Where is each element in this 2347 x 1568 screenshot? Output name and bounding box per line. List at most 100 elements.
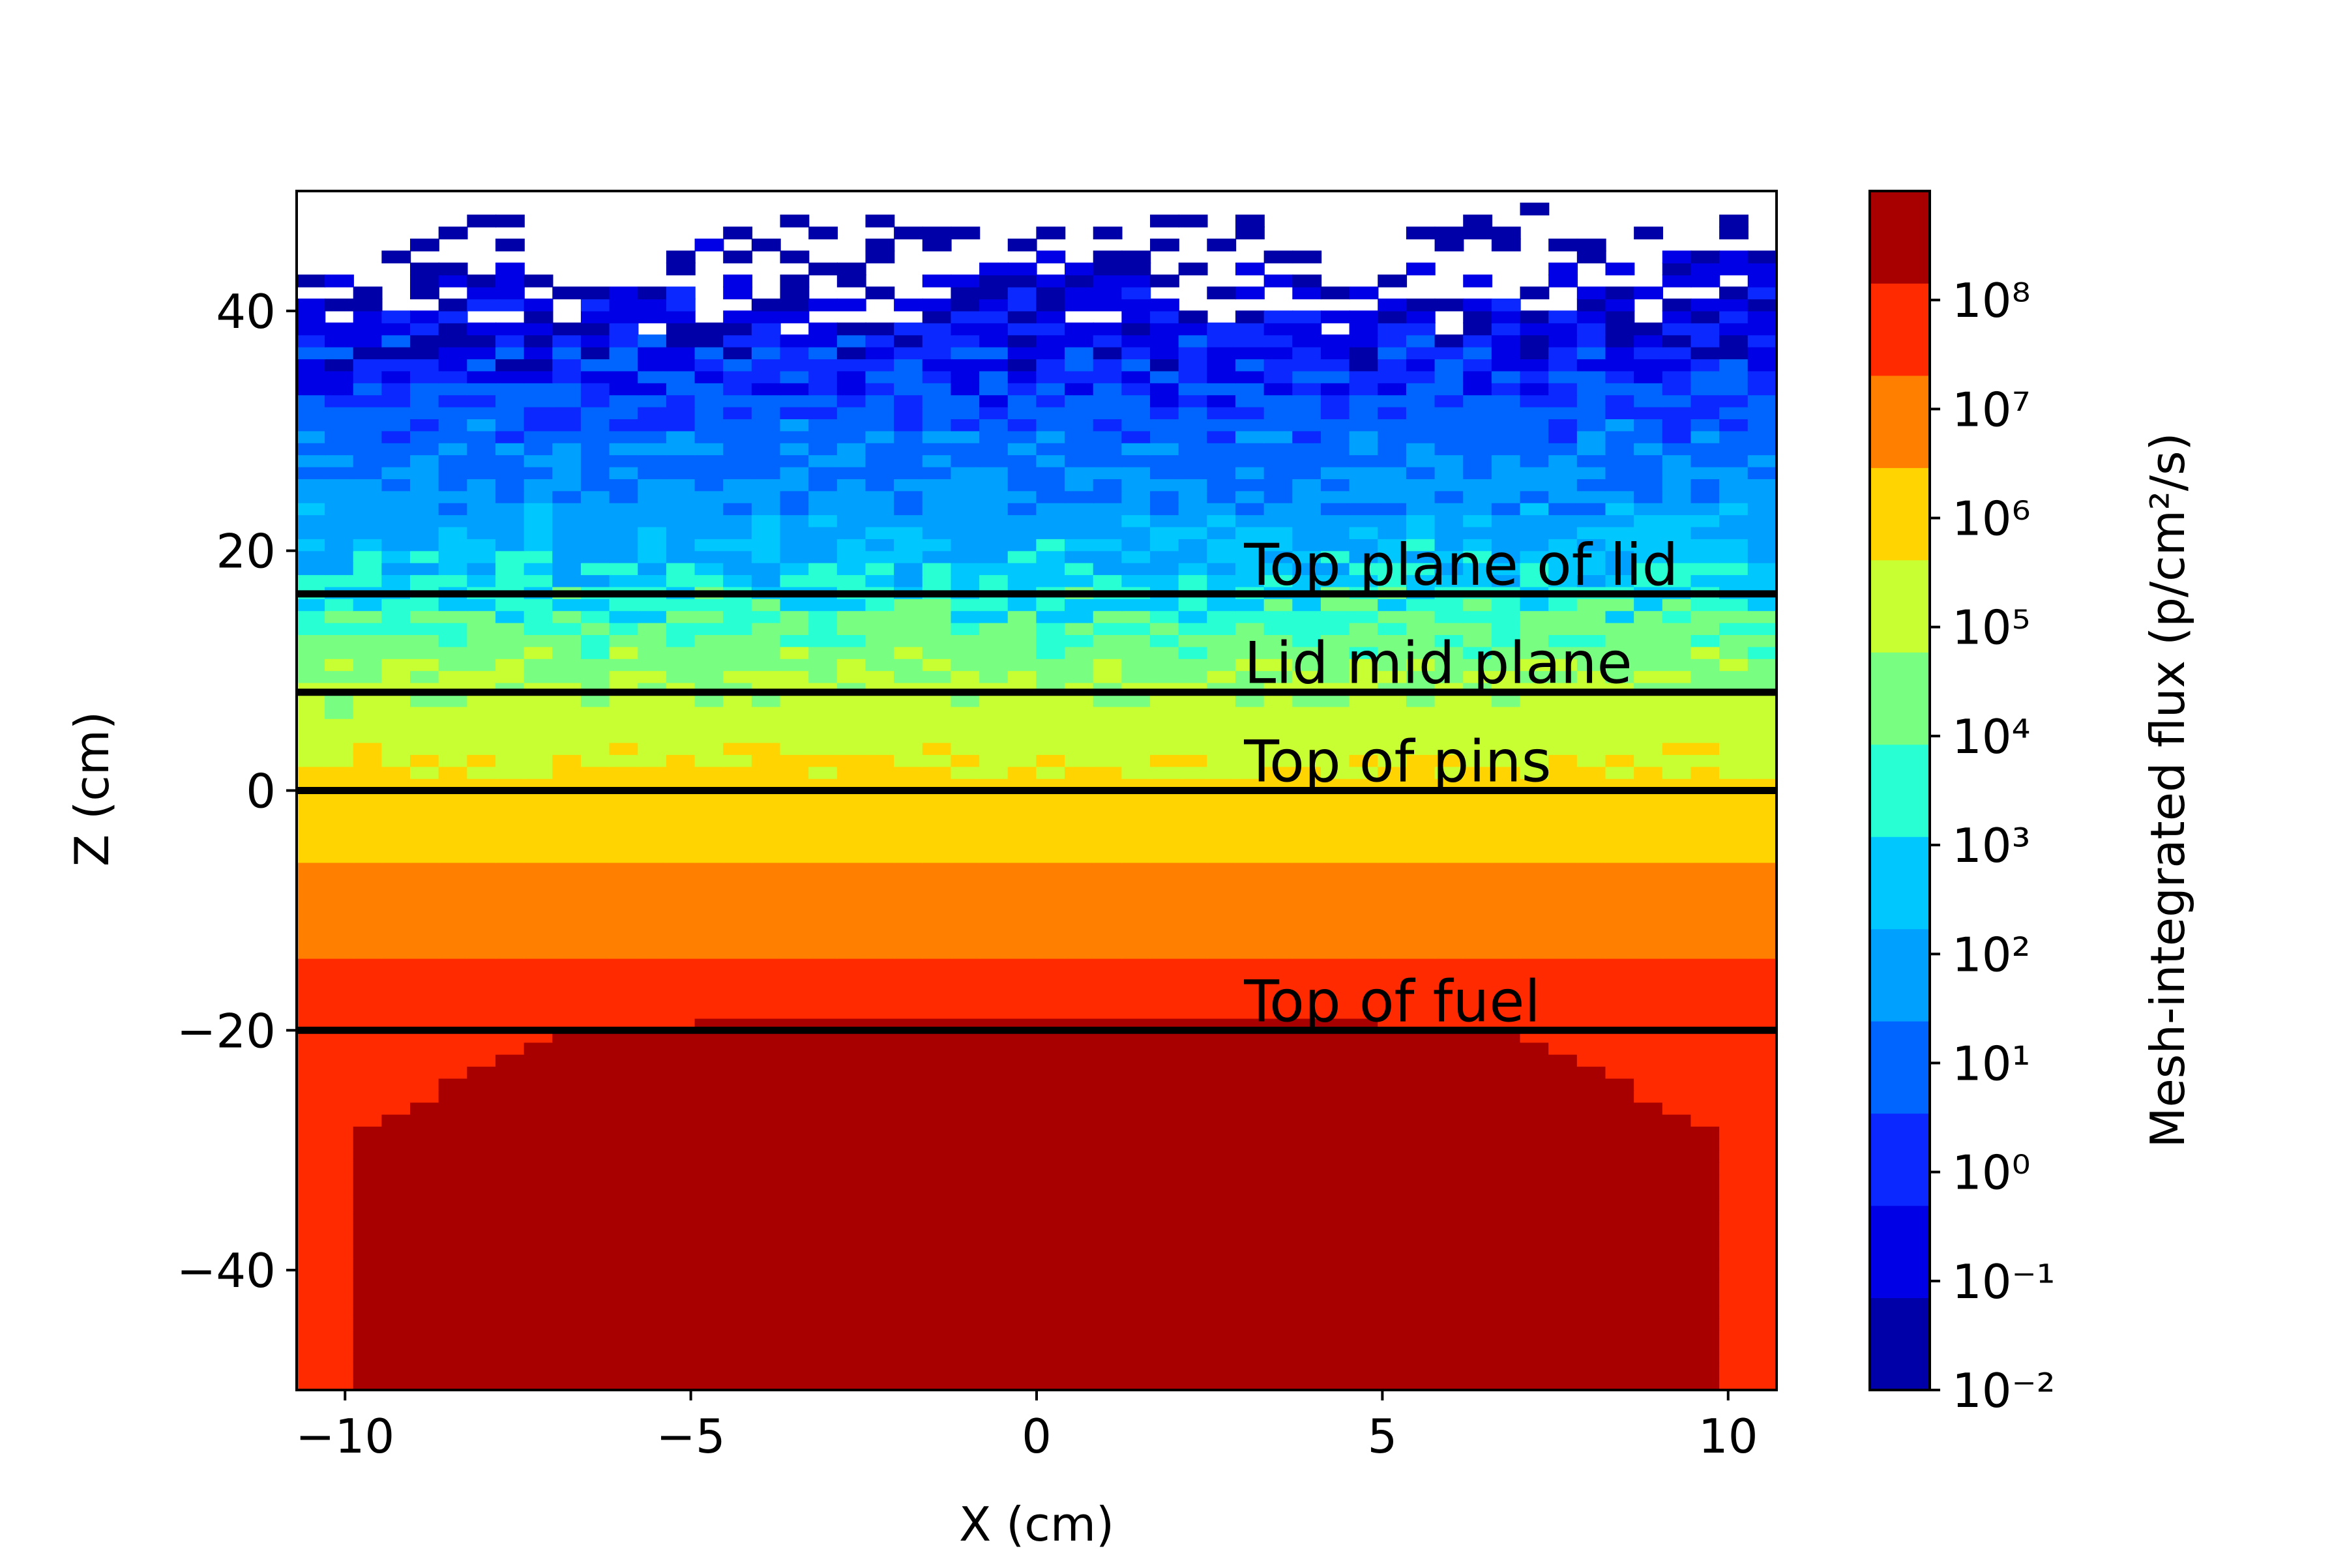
- flux-cell: [922, 226, 952, 240]
- flux-cell: [1378, 1149, 1408, 1163]
- flux-cell: [1292, 346, 1322, 360]
- flux-cell: [1263, 1341, 1293, 1355]
- flux-cell: [1121, 850, 1151, 863]
- flux-cell: [467, 634, 497, 647]
- flux-cell: [1093, 382, 1123, 396]
- flux-cell: [836, 766, 866, 779]
- flux-cell: [1634, 322, 1663, 336]
- flux-cell: [951, 874, 981, 887]
- flux-cell: [1150, 1258, 1179, 1271]
- flux-cell: [780, 502, 810, 516]
- flux-cell: [524, 1102, 554, 1115]
- flux-cell: [353, 1161, 383, 1175]
- flux-cell: [922, 826, 952, 839]
- flux-cell: [1036, 1078, 1066, 1091]
- flux-cell: [1178, 1305, 1208, 1319]
- flux-cell: [1121, 1089, 1151, 1103]
- flux-cell: [865, 1365, 895, 1379]
- flux-cell: [467, 514, 497, 527]
- flux-cell: [438, 1234, 468, 1247]
- flux-cell: [751, 298, 781, 312]
- flux-cell: [1378, 742, 1408, 755]
- flux-cell: [922, 298, 952, 312]
- colorbar-band: [1870, 283, 1930, 376]
- flux-cell: [1463, 1065, 1493, 1079]
- flux-cell: [524, 1114, 554, 1127]
- flux-cell: [922, 1089, 952, 1103]
- flux-cell: [1235, 478, 1265, 492]
- flux-cell: [381, 1365, 411, 1379]
- flux-cell: [1121, 1174, 1151, 1187]
- flux-cell: [694, 574, 724, 587]
- flux-cell: [894, 922, 923, 935]
- flux-cell: [1150, 886, 1179, 899]
- flux-cell: [1406, 945, 1436, 959]
- flux-cell: [1690, 394, 1720, 407]
- flux-cell: [638, 514, 668, 527]
- flux-cell: [1036, 1258, 1066, 1271]
- flux-cell: [1093, 490, 1123, 503]
- flux-cell: [325, 418, 354, 432]
- flux-cell: [836, 550, 866, 563]
- flux-cell: [1406, 1305, 1436, 1319]
- flux-cell: [951, 826, 981, 839]
- flux-cell: [297, 874, 326, 887]
- flux-cell: [666, 1294, 696, 1307]
- flux-cell: [894, 322, 923, 336]
- flux-cell: [666, 1234, 696, 1247]
- flux-cell: [1292, 1245, 1322, 1259]
- flux-cell: [666, 922, 696, 935]
- y-axis-label: Z (cm): [65, 711, 119, 866]
- flux-cell: [1207, 526, 1237, 539]
- flux-cell: [1178, 418, 1208, 432]
- flux-cell: [524, 994, 554, 1007]
- flux-cell: [297, 1114, 326, 1127]
- flux-cell: [1434, 1065, 1464, 1079]
- flux-cell: [1491, 1269, 1521, 1283]
- flux-cell: [297, 1102, 326, 1115]
- flux-cell: [1491, 1354, 1521, 1367]
- flux-cell: [438, 310, 468, 323]
- flux-cell: [325, 454, 354, 467]
- flux-cell: [979, 706, 1009, 719]
- flux-cell: [1235, 466, 1265, 479]
- flux-cell: [1747, 430, 1777, 443]
- flux-cell: [1065, 1354, 1094, 1367]
- flux-cell: [1007, 1354, 1037, 1367]
- flux-cell: [1520, 1005, 1550, 1019]
- flux-cell: [894, 370, 923, 383]
- flux-cell: [1662, 945, 1692, 959]
- flux-cell: [1690, 742, 1720, 755]
- flux-cell: [438, 502, 468, 516]
- flux-cell: [552, 1305, 582, 1319]
- flux-cell: [1548, 898, 1578, 911]
- flux-cell: [951, 1114, 981, 1127]
- flux-cell: [1520, 982, 1550, 995]
- flux-cell: [1662, 742, 1692, 755]
- flux-cell: [467, 1138, 497, 1151]
- flux-cell: [1434, 1149, 1464, 1163]
- flux-cell: [1548, 418, 1578, 432]
- flux-cell: [1662, 322, 1692, 336]
- flux-cell: [666, 1042, 696, 1055]
- flux-cell: [1065, 969, 1094, 983]
- flux-cell: [1121, 1065, 1151, 1079]
- flux-cell: [495, 214, 525, 228]
- flux-cell: [438, 418, 468, 432]
- flux-cell: [438, 898, 468, 911]
- flux-cell: [438, 562, 468, 576]
- flux-cell: [1036, 826, 1066, 839]
- flux-cell: [751, 394, 781, 407]
- flux-cell: [1207, 1161, 1237, 1175]
- flux-cell: [580, 850, 610, 863]
- flux-cell: [979, 994, 1009, 1007]
- flux-cell: [524, 874, 554, 887]
- flux-cell: [353, 298, 383, 312]
- flux-cell: [410, 1365, 439, 1379]
- flux-cell: [381, 250, 411, 263]
- flux-cell: [1093, 418, 1123, 432]
- flux-cell: [1634, 550, 1663, 563]
- flux-cell: [1320, 1054, 1350, 1067]
- flux-cell: [723, 622, 753, 636]
- flux-cell: [1434, 454, 1464, 467]
